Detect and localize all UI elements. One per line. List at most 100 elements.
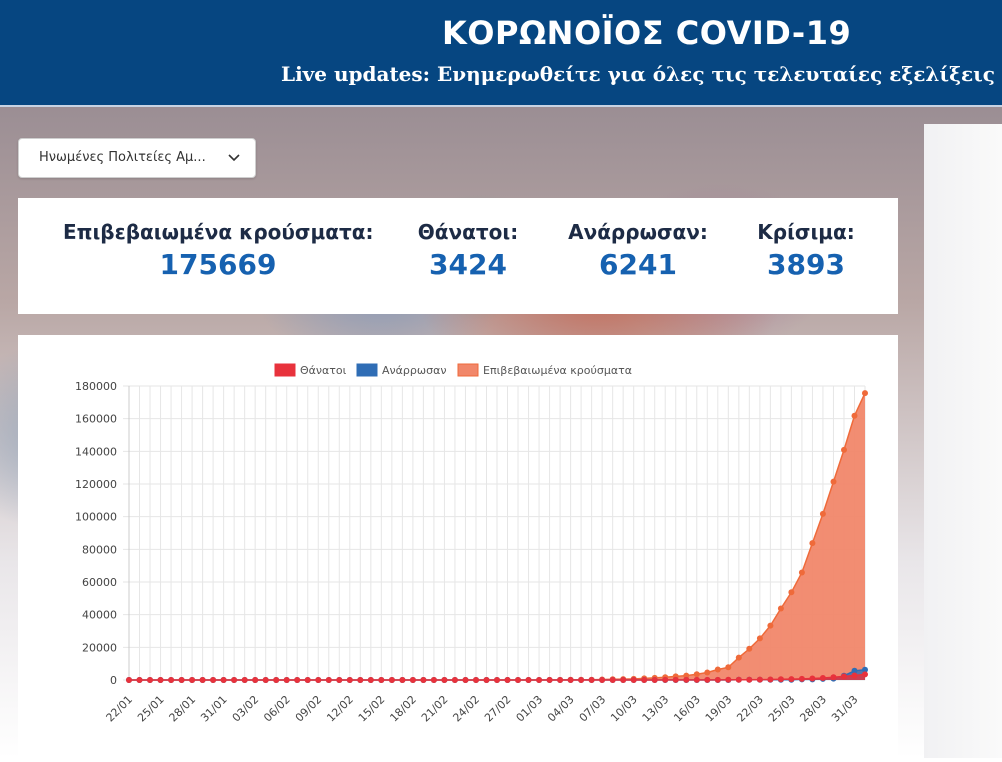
x-tick-label: 16/03	[671, 693, 703, 725]
data-point	[819, 510, 826, 517]
data-point	[220, 677, 227, 683]
series-area	[129, 393, 865, 680]
x-tick-label: 27/02	[482, 693, 514, 725]
data-point	[756, 635, 763, 642]
stat-value: 6241	[599, 248, 677, 281]
stat-label: Θάνατοι:	[417, 220, 519, 244]
data-point	[862, 666, 868, 673]
data-point	[473, 677, 479, 683]
data-point	[683, 672, 690, 679]
data-point	[262, 677, 269, 683]
data-point	[662, 676, 669, 683]
country-select[interactable]: Ηνωμένες Πολιτείες Αμ...	[18, 138, 256, 178]
data-point	[819, 675, 826, 681]
x-tick-label: 10/03	[608, 693, 640, 725]
data-point	[136, 677, 143, 683]
data-point	[641, 677, 648, 683]
stat-value: 3424	[429, 248, 507, 281]
x-tick-label: 15/02	[356, 693, 388, 725]
data-point	[693, 671, 700, 678]
y-tick-label: 20000	[82, 641, 117, 654]
x-tick-label: 24/02	[450, 693, 482, 725]
data-point	[357, 677, 364, 683]
x-tick-label: 28/01	[167, 693, 199, 725]
data-point	[788, 589, 795, 596]
page-header: ΚΟΡΩΝΟΪΟΣ COVID-19 Live updates: Ενημερω…	[0, 0, 1002, 107]
data-point	[851, 672, 858, 679]
data-point	[252, 677, 259, 683]
data-point	[704, 676, 711, 683]
x-tick-label: 19/03	[703, 693, 735, 725]
legend-swatch	[274, 363, 296, 377]
x-tick-label: 12/02	[324, 693, 356, 725]
y-tick-label: 160000	[75, 413, 117, 426]
data-point	[693, 676, 700, 683]
data-point	[788, 676, 795, 683]
stat-value: 175669	[159, 248, 277, 281]
page-title: ΚΟΡΩΝΟΪΟΣ COVID-19	[442, 14, 852, 52]
data-point	[515, 677, 521, 683]
x-tick-label: 22/01	[104, 693, 136, 725]
data-point	[714, 666, 721, 673]
data-point	[672, 676, 679, 683]
data-point	[735, 676, 742, 683]
side-panel	[924, 124, 1002, 758]
data-point	[294, 677, 301, 683]
legend-label: Ανάρρωσαν	[382, 364, 446, 377]
data-point	[430, 677, 437, 683]
stats-panel: Επιβεβαιωμένα κρούσματα: 175669 Θάνατοι:…	[18, 198, 898, 314]
data-point	[336, 677, 343, 683]
y-tick-label: 120000	[75, 478, 117, 491]
data-point	[420, 677, 427, 683]
data-point	[494, 677, 500, 683]
data-point	[283, 677, 290, 683]
series-0	[126, 671, 868, 683]
data-point	[210, 677, 217, 683]
data-point	[199, 677, 206, 683]
data-point	[683, 676, 690, 683]
x-tick-label: 21/02	[419, 693, 451, 725]
x-tick-label: 25/01	[135, 693, 167, 725]
data-point	[546, 677, 553, 683]
data-point	[504, 677, 511, 683]
data-point	[630, 677, 637, 683]
data-point	[609, 677, 616, 683]
data-point	[557, 677, 564, 683]
data-point	[441, 677, 448, 683]
stat-value: 3893	[767, 248, 845, 281]
data-point	[126, 677, 132, 683]
data-point	[367, 677, 374, 683]
x-tick-label: 28/03	[797, 693, 829, 725]
data-point	[189, 677, 196, 683]
data-point	[588, 677, 595, 683]
data-point	[830, 674, 837, 681]
x-tick-label: 03/02	[230, 693, 262, 725]
data-point	[451, 677, 458, 683]
data-point	[168, 677, 175, 683]
x-tick-label: 09/02	[293, 693, 325, 725]
data-point	[325, 677, 332, 683]
data-point	[599, 677, 606, 683]
data-point	[241, 677, 248, 683]
data-point	[231, 677, 238, 683]
legend-swatch	[356, 363, 378, 377]
data-point	[273, 677, 280, 683]
data-point	[746, 645, 753, 652]
data-point	[809, 540, 816, 547]
y-tick-label: 0	[110, 674, 117, 687]
data-point	[756, 676, 763, 683]
stat-label: Κρίσιμα:	[757, 220, 855, 244]
data-point	[147, 677, 153, 683]
data-point	[525, 677, 532, 683]
country-select-value: Ηνωμένες Πολιτείες Αμ...	[39, 150, 206, 165]
data-point	[714, 676, 721, 683]
data-point	[809, 675, 816, 682]
data-point	[798, 675, 805, 682]
x-tick-label: 18/02	[387, 693, 419, 725]
y-tick-label: 140000	[75, 445, 117, 458]
x-tick-label: 31/03	[829, 693, 861, 725]
data-point	[746, 676, 753, 683]
x-tick-label: 22/03	[734, 693, 766, 725]
x-tick-label: 04/03	[545, 693, 577, 725]
stat-deaths: Θάνατοι: 3424	[413, 220, 523, 281]
